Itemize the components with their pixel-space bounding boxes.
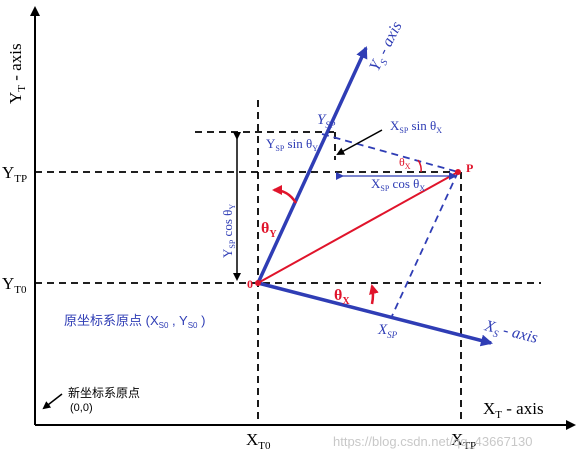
point-p-label: P — [466, 161, 473, 175]
tick-label-x-tp: XTP — [451, 430, 476, 452]
formula-xsp-cos: XSP cos θX — [371, 176, 425, 193]
ysp-label: YSP — [317, 112, 336, 130]
xsp-sin-leader — [336, 129, 383, 155]
point-p-marker — [455, 169, 461, 175]
origin-label: 0 — [247, 277, 253, 291]
theta-x-label: θX — [334, 287, 350, 307]
formula-ysp-sin: YSP sin θY — [266, 136, 318, 153]
new-origin-label: 新坐标系原点 — [68, 385, 140, 400]
tick-label-y-t0: YT0 — [2, 274, 27, 296]
xsp-label: XSP — [377, 322, 398, 340]
theta-x-arc — [369, 284, 379, 305]
theta-y-arc — [272, 185, 298, 204]
ys-axis-label: YS - axis — [366, 19, 408, 75]
yt-axis-label: YT - axis — [6, 43, 28, 104]
ys-axis-line — [256, 46, 368, 284]
origin-point — [255, 280, 261, 286]
xs-axis-line — [257, 281, 493, 347]
blue-dashed-projections — [321, 133, 459, 317]
tick-label-y-tp: YTP — [2, 163, 27, 185]
watermark: https://blog.csdn.net/qq_43667130 — [333, 434, 533, 449]
new-origin-coords: (0,0) — [70, 402, 93, 414]
xt-axis-label: XT - axis — [483, 399, 544, 421]
theta-small-label: θX — [399, 155, 411, 171]
op-vector — [257, 171, 459, 284]
new-origin-leader — [42, 393, 63, 410]
formula-ysp-cos: YSP cos θY — [220, 204, 237, 258]
theta-y-label: θY — [261, 220, 277, 240]
formula-xsp-sin: XSP sin θX — [390, 118, 442, 135]
theta-small-arc — [417, 159, 422, 173]
original-origin-label: 原坐标系原点 (XS0 , YS0 ) — [64, 313, 205, 330]
tick-label-x-t0: XT0 — [246, 430, 271, 452]
xs-axis-label: XS - axis — [481, 317, 539, 350]
